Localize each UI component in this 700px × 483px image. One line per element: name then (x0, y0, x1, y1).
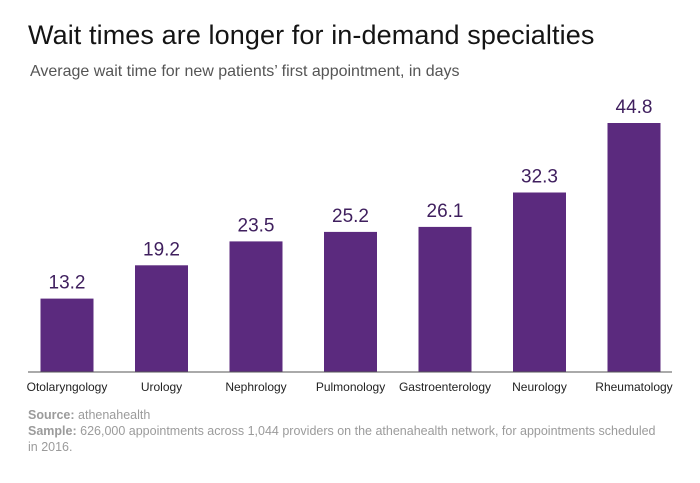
bars-layer (40, 123, 661, 372)
category-label: Nephrology (225, 380, 286, 394)
value-label: 19.2 (143, 239, 180, 260)
value-label: 26.1 (427, 201, 464, 222)
chart-title: Wait times are longer for in-demand spec… (28, 20, 595, 50)
category-label: Urology (141, 380, 182, 394)
bar-otolaryngology (40, 298, 94, 372)
value-label: 44.8 (616, 97, 653, 118)
sample-line: Sample: 626,000 appointments across 1,04… (28, 423, 668, 455)
source-label: Source: (28, 408, 75, 422)
bar-nephrology (229, 241, 283, 372)
chart-subtitle: Average wait time for new patients’ firs… (30, 63, 460, 80)
source-text: athenahealth (78, 408, 151, 422)
chart-footer: Source: athenahealth Sample: 626,000 app… (28, 407, 668, 455)
category-label: Gastroenterology (399, 380, 491, 394)
category-label: Otolaryngology (27, 380, 108, 394)
bar-gastroenterology (418, 226, 472, 372)
bar-neurology (513, 192, 566, 372)
category-label: Neurology (512, 380, 567, 394)
bar-chart: 13.2 Otolaryngology 19.2 Urology 23.5 Nephrol… (27, 97, 673, 394)
bar-rheumatology (607, 123, 661, 372)
source-line: Source: athenahealth (28, 407, 668, 423)
category-label: Pulmonology (316, 380, 385, 394)
value-label: 32.3 (521, 167, 558, 188)
value-label: 23.5 (238, 215, 275, 236)
value-label: 13.2 (49, 273, 86, 294)
labels-layer: 13.2 Otolaryngology 19.2 Urology 23.5 Nephrol… (27, 97, 673, 394)
bar-urology (135, 265, 188, 372)
bar-pulmonology (324, 231, 377, 372)
category-label: Rheumatology (595, 380, 672, 394)
sample-label: Sample: (28, 424, 77, 438)
sample-text: 626,000 appointments across 1,044 provid… (28, 424, 656, 454)
value-label: 25.2 (332, 206, 369, 227)
